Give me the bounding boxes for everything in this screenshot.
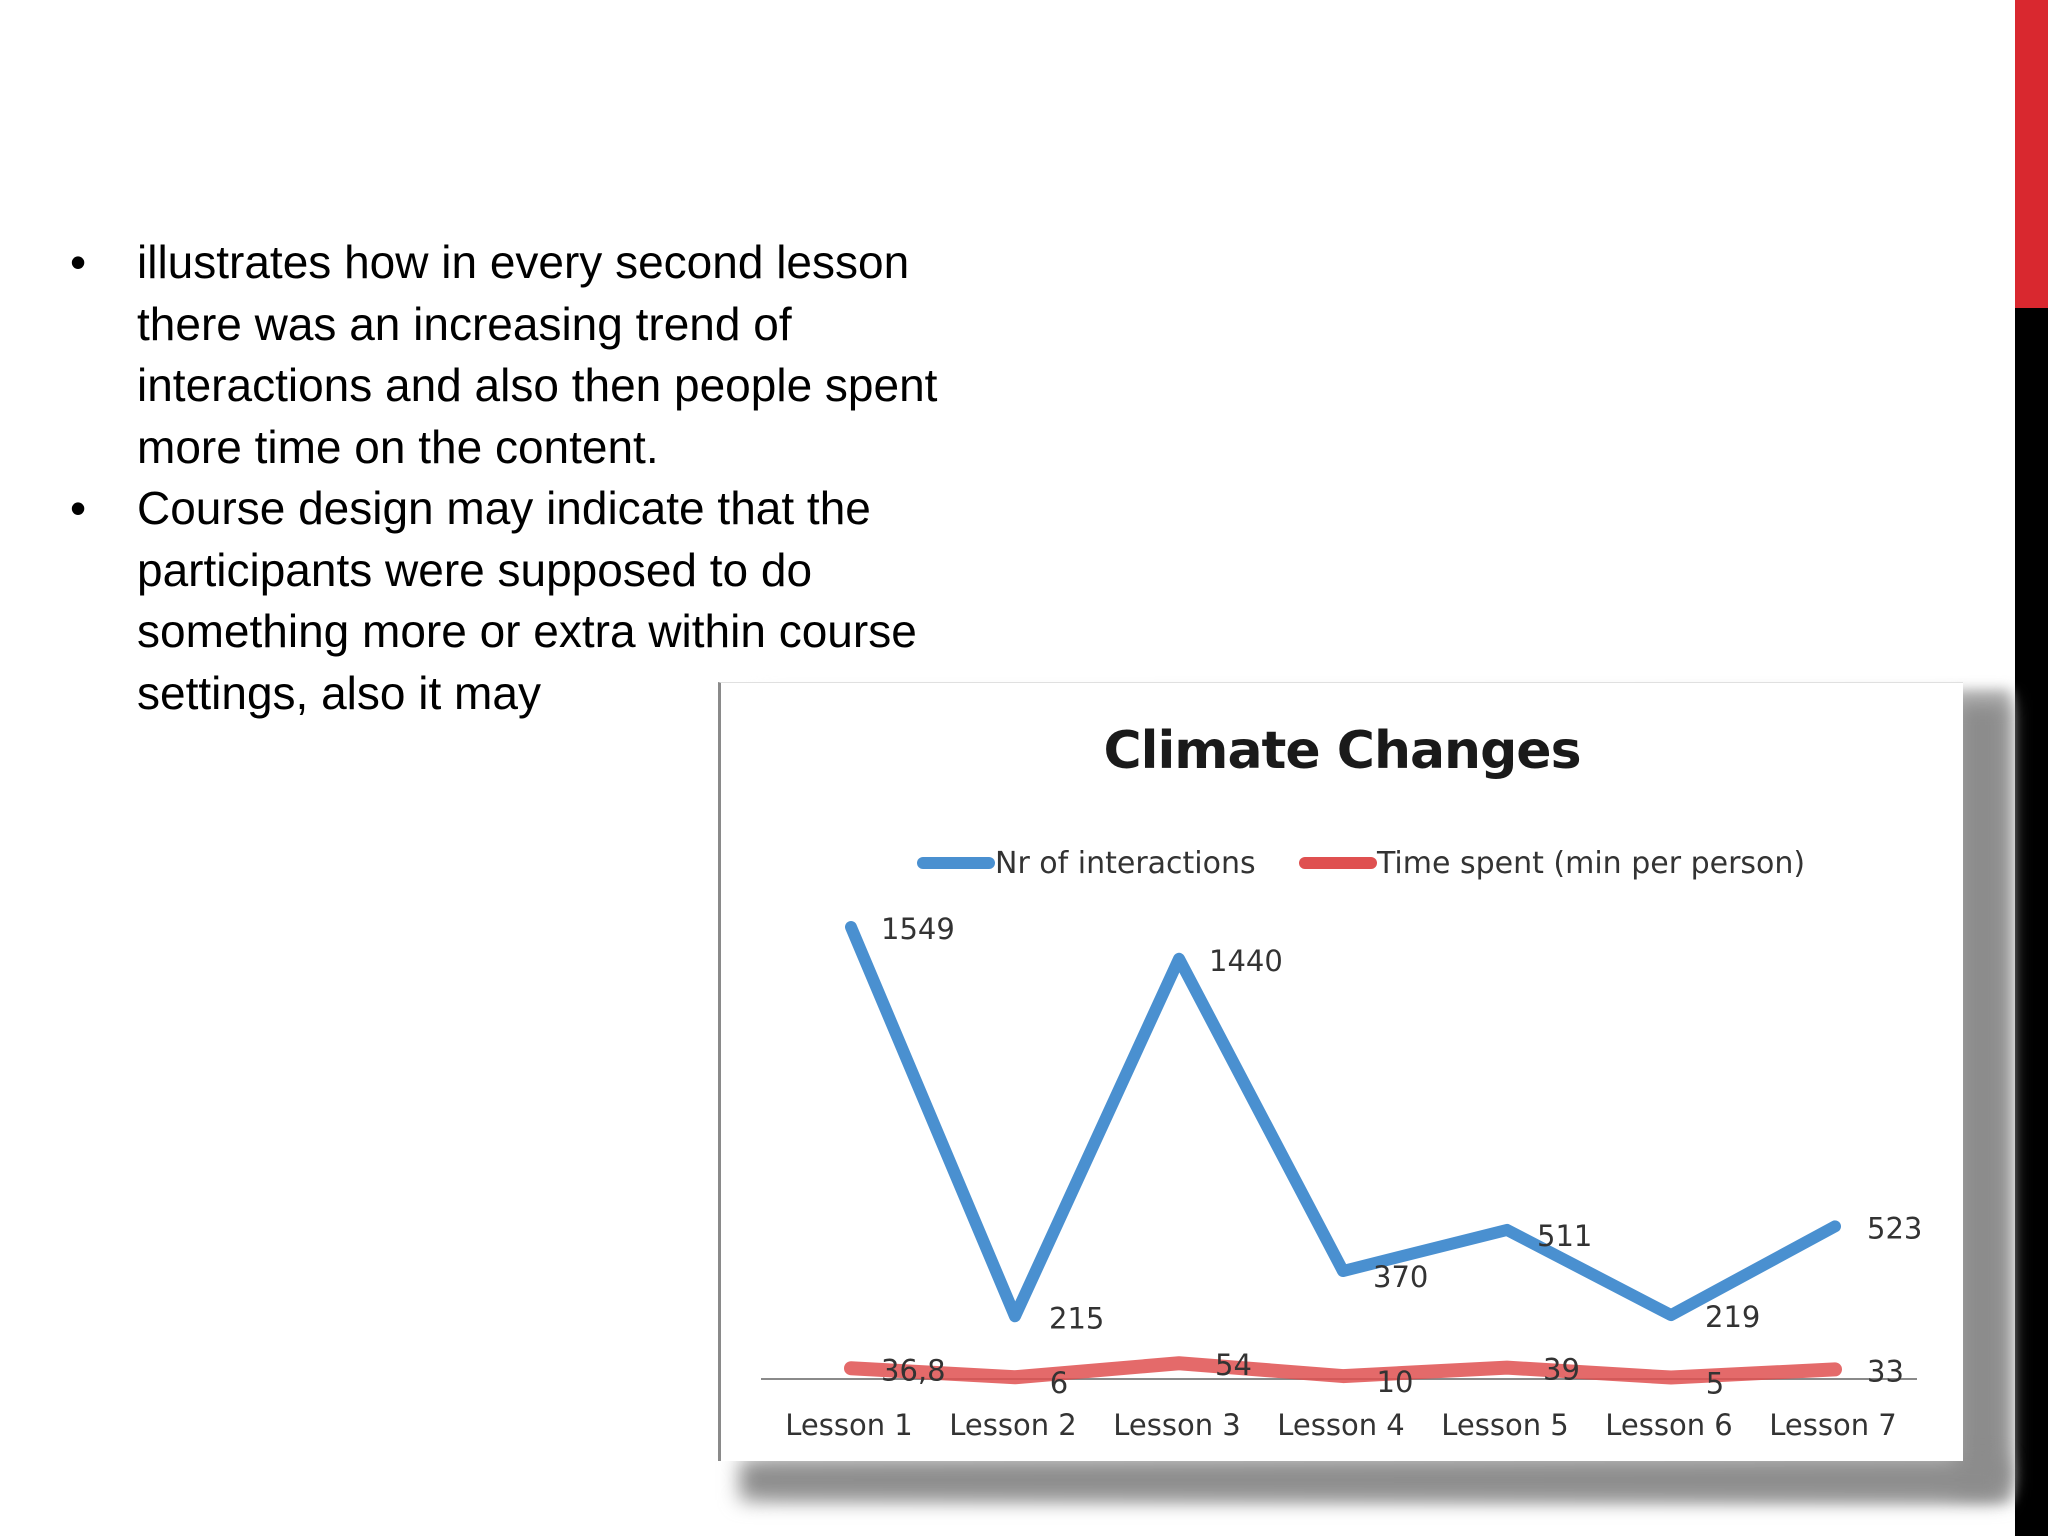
data-label: 370	[1373, 1260, 1428, 1294]
data-label: 36,8	[881, 1353, 946, 1387]
bullet-list: • illustrates how in every second lesson…	[70, 232, 1050, 724]
bullet-line: participants were supposed to do	[137, 543, 813, 596]
bullet-item-1: • illustrates how in every second lesson…	[70, 232, 1050, 478]
bullet-line: something more or extra within course	[137, 605, 917, 657]
x-tick-label: Lesson 4	[1277, 1408, 1405, 1442]
bullet-line: interactions and also then people spent	[137, 359, 938, 411]
legend-label: Time spent (min per person)	[1377, 845, 1806, 881]
chart-shadow-right	[1955, 700, 2010, 1490]
x-tick-label: Lesson 7	[1769, 1408, 1897, 1442]
bullet-line: there was an increasing trend of	[137, 297, 792, 350]
data-label: 5	[1706, 1367, 1724, 1401]
data-label: 215	[1049, 1301, 1104, 1335]
bullet-dot: •	[70, 482, 87, 534]
data-label: 6	[1050, 1366, 1068, 1400]
accent-red-segment	[2015, 0, 2048, 308]
accent-black-segment	[2015, 308, 2048, 1536]
chart-title: Climate Changes	[1103, 721, 1581, 781]
x-tick-label: Lesson 1	[785, 1408, 913, 1442]
data-label: 1549	[881, 912, 955, 946]
bullet-dot: •	[70, 236, 87, 288]
bullet-line: more time on the content.	[137, 420, 659, 473]
series-line-time-spent	[844, 1356, 1842, 1385]
slide-accent-bar	[2015, 0, 2048, 1536]
x-tick-label: Lesson 5	[1441, 1408, 1569, 1442]
bullet-line: Course design may indicate that the	[137, 482, 871, 534]
data-label: 33	[1867, 1354, 1904, 1388]
bullet-item-2: • Course design may indicate that the pa…	[70, 478, 1050, 724]
data-label: 523	[1867, 1211, 1922, 1245]
data-label: 1440	[1209, 944, 1283, 978]
data-label: 511	[1537, 1219, 1592, 1253]
series-line-interactions	[845, 921, 1841, 1323]
legend-swatch	[1299, 857, 1377, 869]
chart-image: Climate Changes Nr of interactions Time …	[718, 682, 1963, 1461]
legend-item-time-spent: Time spent (min per person)	[1299, 843, 1805, 883]
data-label: 219	[1705, 1300, 1760, 1334]
x-tick-label: Lesson 6	[1605, 1408, 1733, 1442]
chart-shadow-bottom	[740, 1460, 2005, 1500]
data-label: 54	[1215, 1348, 1252, 1382]
x-tick-label: Lesson 3	[1113, 1408, 1241, 1442]
data-label: 10	[1377, 1365, 1414, 1399]
bullet-line: settings, also it may	[137, 666, 541, 719]
legend-swatch	[917, 857, 995, 869]
chart-plot: 1549 215 1440 370 511 219 523 36,8 6 54 10 39 5 33 Les…	[761, 912, 1922, 1442]
chart-legend: Nr of interactions Time spent (min per p…	[721, 843, 1963, 883]
bullet-line: illustrates how in every second lesson	[137, 236, 910, 288]
data-label: 39	[1543, 1353, 1580, 1387]
x-tick-label: Lesson 2	[949, 1408, 1077, 1442]
legend-label: Nr of interactions	[995, 845, 1256, 881]
legend-item-interactions: Nr of interactions	[917, 843, 1256, 883]
